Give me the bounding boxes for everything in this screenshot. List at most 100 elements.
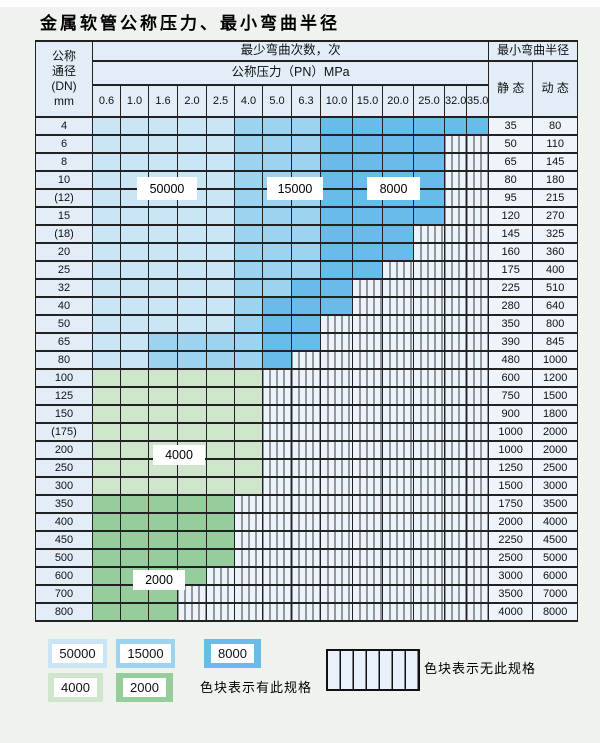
pressure-cell [291, 314, 321, 334]
pressure-cell [148, 134, 178, 154]
pressure-cell [262, 440, 292, 460]
pressure-cell [262, 314, 292, 334]
pressure-cell [320, 530, 353, 550]
dynamic-cell: 270 [532, 206, 579, 226]
pressure-cell [262, 350, 292, 370]
dynamic-cell: 800 [532, 314, 579, 334]
pressure-cell [120, 476, 149, 496]
pressure-cell [92, 422, 121, 442]
pressure-cell [177, 422, 207, 442]
pressure-cell [291, 422, 321, 442]
pressure-cell [92, 224, 121, 244]
pressure-cell [120, 152, 149, 172]
legend-no-spec-box [326, 649, 420, 691]
pressure-cell [444, 242, 467, 262]
pressure-cell [320, 206, 353, 226]
pressure-cell [206, 494, 235, 514]
table-row: 200 1000 2000 [35, 440, 579, 460]
pressure-cell [234, 296, 263, 316]
pressure-cell [234, 566, 263, 586]
page-title: 金属软管公称压力、最小弯曲半径 [40, 14, 340, 33]
pressure-cell [320, 170, 353, 190]
pressure-cell [291, 368, 321, 388]
pressure-cell [320, 584, 353, 604]
table-row: 700 3500 7000 [35, 584, 579, 604]
pressure-cell [444, 530, 467, 550]
pressure-cell [444, 206, 467, 226]
dynamic-cell: 8000 [532, 602, 579, 622]
pressure-cell [291, 476, 321, 496]
pressure-cell [291, 494, 321, 514]
pressure-cell [444, 134, 467, 154]
pressure-cell [291, 440, 321, 460]
table-row: 600 3000 6000 [35, 566, 579, 586]
pressure-cell [120, 224, 149, 244]
pressure-cell [177, 278, 207, 298]
pressure-cell [120, 602, 149, 622]
pressure-cell [382, 224, 414, 244]
table-row: 400 2000 4000 [35, 512, 579, 532]
dynamic-cell: 1500 [532, 386, 579, 406]
dn-cell: 15 [35, 206, 93, 226]
dynamic-cell: 215 [532, 188, 579, 208]
pressure-cell [234, 350, 263, 370]
pressure-cell [382, 512, 414, 532]
static-cell: 145 [488, 224, 534, 244]
pressure-cell [444, 422, 467, 442]
pressure-cell [120, 458, 149, 478]
pressure-cell [234, 494, 263, 514]
pressure-cell [92, 260, 121, 280]
pressure-cell [291, 134, 321, 154]
pressure-cell [120, 512, 149, 532]
pressure-cell [291, 296, 321, 316]
pressure-cell [206, 602, 235, 622]
table-row: 15 120 270 [35, 206, 579, 226]
static-cell: 1750 [488, 494, 534, 514]
pressure-cell [262, 404, 292, 424]
pressure-cell [352, 404, 383, 424]
pressure-cell [352, 314, 383, 334]
pressure-cell [444, 584, 467, 604]
dn-cell: 500 [35, 548, 93, 568]
legend-swatch-4000: 4000 [48, 673, 103, 702]
pressure-cell [444, 548, 467, 568]
pressure-cell [148, 350, 178, 370]
pressure-cell [234, 170, 263, 190]
legend-swatch-8000-label: 8000 [211, 644, 254, 663]
pressure-cell [382, 602, 414, 622]
pressure-cell [92, 116, 121, 136]
dn-cell: 80 [35, 350, 93, 370]
pressure-cell [148, 404, 178, 424]
pressure-cell [92, 530, 121, 550]
pressure-col-header: 4.0 [234, 84, 263, 118]
zone-label-8000: 8000 [367, 177, 420, 200]
dynamic-cell: 110 [532, 134, 579, 154]
legend-swatch-50000-label: 50000 [52, 644, 103, 663]
legend-swatch-8000: 8000 [204, 639, 261, 668]
pressure-cell [206, 242, 235, 262]
pressure-cell [92, 296, 121, 316]
pressure-cell [120, 404, 149, 424]
dynamic-cell: 80 [532, 116, 579, 136]
pressure-cell [234, 422, 263, 442]
pressure-cell [320, 188, 353, 208]
static-cell: 2000 [488, 512, 534, 532]
pressure-cell [352, 494, 383, 514]
zone-label-50000: 50000 [137, 177, 197, 200]
zone-label-15000: 15000 [267, 177, 323, 200]
pressure-cell [177, 206, 207, 226]
dynamic-cell: 2000 [532, 440, 579, 460]
pressure-cell [120, 116, 149, 136]
pressure-col-header: 35.0 [465, 84, 490, 118]
pressure-cell [444, 278, 467, 298]
pressure-cell [320, 458, 353, 478]
pressure-cell [177, 476, 207, 496]
pressure-cell [465, 314, 490, 334]
table-row: 350 1750 3500 [35, 494, 579, 514]
pressure-cell [120, 530, 149, 550]
pressure-cell [262, 332, 292, 352]
dn-cell: 125 [35, 386, 93, 406]
legend-swatch-15000: 15000 [116, 639, 175, 668]
pressure-cell [413, 314, 445, 334]
dynamic-cell: 1200 [532, 368, 579, 388]
